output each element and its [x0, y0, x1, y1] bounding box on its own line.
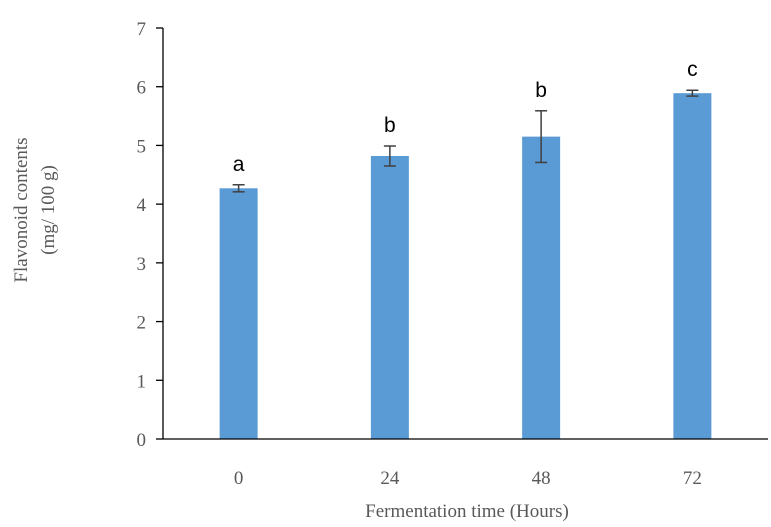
bar-48: [522, 136, 561, 439]
error-bar-0: [232, 184, 245, 193]
y-tick-label: 6: [137, 78, 147, 99]
x-tick-label: 72: [683, 468, 702, 489]
bar-72: [673, 93, 712, 440]
error-bar-48: [535, 110, 548, 164]
y-axis-title: Flavonoid contents (mg/ 100 g): [11, 137, 59, 282]
y-tick-label: 4: [137, 195, 147, 216]
bars-layer: [219, 93, 712, 440]
error-bar-72: [686, 89, 699, 97]
significance-label: b: [384, 114, 396, 137]
x-tick-label: 0: [234, 468, 244, 489]
y-tick-label: 1: [137, 371, 147, 392]
y-tick-label: 0: [137, 430, 147, 451]
x-tick-label: 24: [380, 468, 400, 489]
error-bar-24: [383, 145, 396, 167]
error-bars-layer: [232, 89, 699, 193]
significance-labels-layer: a b b c: [233, 58, 698, 176]
y-tick-label: 5: [137, 136, 147, 157]
x-tick-labels: 0 24 48 72: [234, 468, 702, 489]
y-tick-label: 2: [137, 313, 147, 334]
x-axis-title: Fermentation time (Hours): [365, 501, 569, 522]
y-axis-title-line-1: Flavonoid contents: [11, 137, 32, 282]
y-tick-label: 7: [137, 19, 147, 40]
x-tick-label: 48: [532, 468, 551, 489]
significance-label: a: [233, 153, 245, 176]
y-tick-labels: 0 1 2 3 4 5 6 7: [137, 19, 163, 451]
bar-24: [370, 155, 409, 440]
significance-label: c: [687, 58, 698, 81]
y-tick-label: 3: [137, 254, 147, 275]
bar-0: [219, 188, 258, 439]
y-axis-title-line-2: (mg/ 100 g): [38, 165, 59, 255]
significance-label: b: [535, 79, 547, 102]
